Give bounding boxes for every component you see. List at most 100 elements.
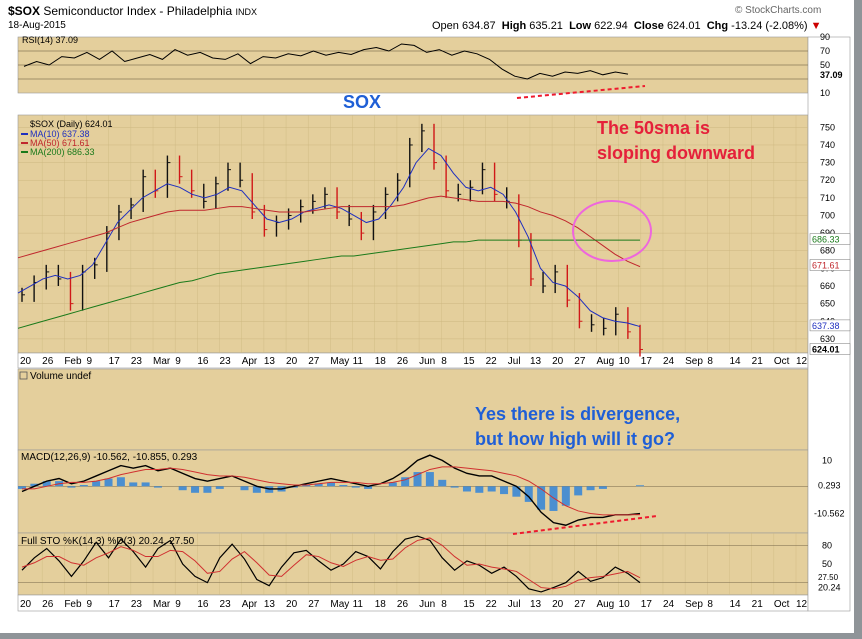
x-axis-label-bottom: 17 bbox=[109, 599, 121, 610]
x-axis-label: 8 bbox=[707, 356, 713, 367]
sto-tick-label: 20.24 bbox=[818, 582, 841, 592]
macd-histogram-bar bbox=[203, 486, 212, 493]
price-tick-label: 730 bbox=[820, 158, 835, 168]
x-axis-label-bottom: 11 bbox=[353, 599, 364, 610]
x-axis-label-bottom: 15 bbox=[463, 599, 475, 610]
macd-histogram-bar bbox=[240, 486, 249, 491]
rsi-last-value: 37.09 bbox=[820, 70, 843, 80]
macd-histogram-bar bbox=[549, 486, 558, 511]
price-tick-label: 650 bbox=[820, 299, 835, 309]
macd-histogram-bar bbox=[314, 483, 323, 487]
ma-line-ma10 bbox=[17, 147, 641, 328]
x-axis-label-bottom: 9 bbox=[175, 599, 181, 610]
x-axis-label-bottom: 17 bbox=[641, 599, 653, 610]
volume-legend: Volume undef bbox=[30, 371, 91, 382]
x-axis-label-bottom: 12 bbox=[796, 599, 808, 610]
x-axis-label-bottom: 18 bbox=[375, 599, 387, 610]
x-axis-label: Feb bbox=[64, 356, 82, 367]
last-value-box bbox=[809, 319, 851, 332]
macd-histogram-bar bbox=[537, 486, 546, 510]
macd-histogram-bar bbox=[364, 486, 373, 489]
x-axis-label-bottom: 20 bbox=[286, 599, 298, 610]
chart-svg: 90 70 50 10 37.09 RSI(14) 37.09 750 740 730 720 71… bbox=[17, 33, 851, 612]
change-value: -13.24 (-2.08%) bbox=[731, 20, 808, 32]
x-axis-label: Jul bbox=[508, 356, 521, 367]
legend-entry: MA(200) 686.33 bbox=[30, 147, 95, 157]
ma-line-ma200 bbox=[17, 239, 640, 329]
chart-date: 18-Aug-2015 bbox=[8, 20, 66, 31]
x-axis-label: 8 bbox=[441, 356, 447, 367]
macd-histogram-bar bbox=[116, 477, 125, 487]
x-axis-label: 27 bbox=[308, 356, 320, 367]
x-axis-label: 22 bbox=[486, 356, 498, 367]
macd-histogram-bar bbox=[129, 482, 138, 487]
x-axis-label-bottom: May bbox=[330, 599, 349, 610]
x-axis-label-bottom: 26 bbox=[42, 599, 54, 610]
price-tick-label: 710 bbox=[820, 193, 835, 203]
sto-tick-label: 80 bbox=[822, 540, 832, 550]
open-label: Open bbox=[432, 20, 459, 32]
macd-tick-label: 0.293 bbox=[818, 481, 841, 491]
x-axis-label-bottom: Mar bbox=[153, 599, 171, 610]
price-tick-label: 660 bbox=[820, 281, 835, 291]
price-tick-label: 700 bbox=[820, 210, 835, 220]
macd-histogram-bar bbox=[450, 486, 459, 488]
last-value-box bbox=[809, 343, 851, 355]
macd-divergence-line bbox=[512, 515, 658, 535]
rsi-line bbox=[23, 43, 629, 80]
price-tick-label: 630 bbox=[820, 334, 835, 344]
macd-histogram-bar bbox=[401, 477, 410, 487]
x-axis-label-bottom: 8 bbox=[707, 599, 713, 610]
rsi-tick-label: 10 bbox=[820, 88, 830, 98]
x-axis-label-bottom: 27 bbox=[574, 599, 586, 610]
macd-tick-label: 10 bbox=[822, 455, 832, 465]
x-axis-label-bottom: 8 bbox=[441, 599, 447, 610]
x-axis-label-bottom: 20 bbox=[20, 599, 32, 610]
high-label: High bbox=[501, 20, 527, 32]
volume-panel bbox=[17, 368, 809, 451]
x-axis-label-bottom: Jun bbox=[419, 599, 435, 610]
sma-annotation-line2: sloping downward bbox=[597, 143, 755, 163]
price-panel bbox=[17, 114, 809, 354]
macd-histogram-bar bbox=[327, 482, 335, 487]
x-axis-label-bottom: 23 bbox=[131, 599, 143, 610]
sto-d-line bbox=[21, 537, 641, 590]
x-axis-label: 17 bbox=[109, 356, 121, 367]
macd-histogram-bar bbox=[561, 486, 570, 506]
macd-histogram-bar bbox=[104, 478, 113, 487]
price-tick-label: 720 bbox=[820, 175, 835, 185]
macd-histogram-bar bbox=[79, 485, 88, 487]
macd-histogram-bar bbox=[92, 481, 101, 487]
last-value-label: 671.61 bbox=[812, 261, 840, 271]
last-value-box bbox=[809, 259, 851, 271]
last-value-label: 624.01 bbox=[812, 344, 840, 354]
sto-legend: Full STO %K(14,3) %D(3) 20.24, 27.50 bbox=[21, 536, 195, 547]
x-axis-label: 18 bbox=[375, 356, 387, 367]
x-axis-label-bottom: 16 bbox=[197, 599, 209, 610]
x-axis-label: 13 bbox=[264, 356, 276, 367]
symbol: $SOX bbox=[8, 4, 41, 18]
x-axis-label: 14 bbox=[729, 356, 741, 367]
x-axis-label-bottom: Apr bbox=[242, 599, 258, 610]
x-axis-label: 21 bbox=[752, 356, 764, 367]
divergence-annotation-line2: but how high will it go? bbox=[475, 429, 675, 449]
price-tick-label: 680 bbox=[820, 246, 835, 256]
volume-checkbox bbox=[19, 371, 28, 380]
price-tick-label: 740 bbox=[820, 140, 835, 150]
high-value: 635.21 bbox=[529, 20, 563, 32]
macd-histogram-bar bbox=[438, 479, 447, 487]
x-axis-label: 24 bbox=[663, 356, 675, 367]
x-axis-label-bottom: 13 bbox=[264, 599, 276, 610]
macd-histogram-bar bbox=[153, 486, 162, 488]
sto-tick-label: 50 bbox=[822, 559, 832, 569]
chart-title: $SOX Semiconductor Index - Philadelphia … bbox=[8, 4, 257, 18]
low-label: Low bbox=[569, 20, 592, 32]
price-legend-title: $SOX (Daily) 624.01 bbox=[30, 119, 113, 129]
macd-histogram-bar bbox=[413, 472, 422, 487]
macd-line bbox=[21, 454, 641, 526]
x-axis-label-bottom: 13 bbox=[530, 599, 542, 610]
x-axis-label: 23 bbox=[131, 356, 143, 367]
x-axis-label: 20 bbox=[286, 356, 298, 367]
macd-legend: MACD(12,26,9) -10.562, -10.855, 0.293 bbox=[21, 452, 198, 463]
